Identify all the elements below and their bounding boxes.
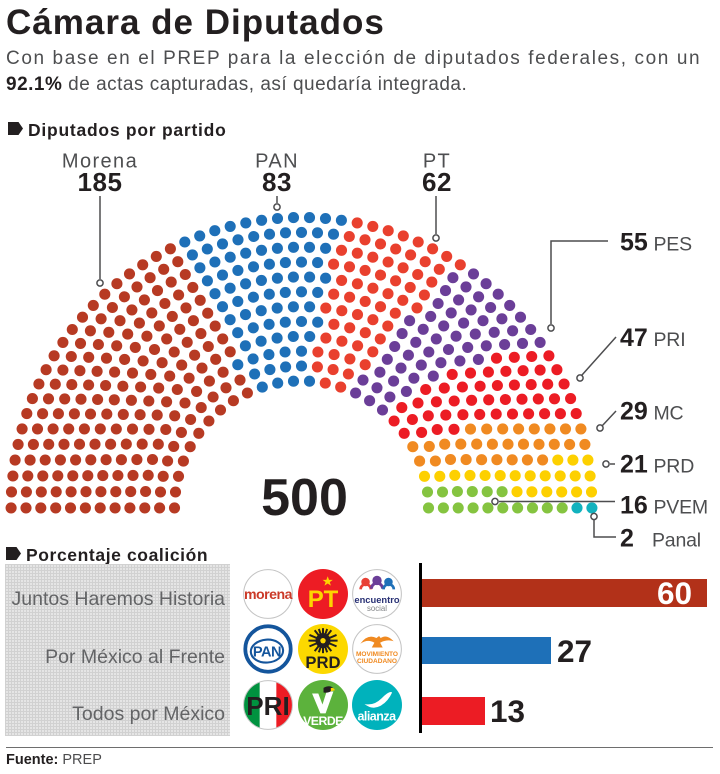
svg-text:VERDE: VERDE xyxy=(303,714,343,728)
svg-text:Morena: Morena xyxy=(62,151,138,173)
svg-text:MOVIMIENTO: MOVIMIENTO xyxy=(356,651,398,658)
svg-text:55: 55 xyxy=(620,229,648,257)
svg-text:alianza: alianza xyxy=(357,710,397,724)
svg-text:47: 47 xyxy=(620,324,648,352)
svg-text:Panal: Panal xyxy=(652,530,701,552)
svg-text:PRI: PRI xyxy=(246,691,289,721)
svg-text:PAN: PAN xyxy=(253,644,281,660)
svg-text:PES: PES xyxy=(654,234,693,256)
svg-text:500: 500 xyxy=(261,469,348,527)
svg-text:PRD: PRD xyxy=(654,456,695,478)
svg-text:PT: PT xyxy=(308,586,339,613)
svg-text:CIUDADANO: CIUDADANO xyxy=(357,658,397,665)
svg-text:83: 83 xyxy=(262,167,292,197)
svg-text:social: social xyxy=(367,604,387,613)
svg-text:PRI: PRI xyxy=(654,329,686,351)
svg-text:16: 16 xyxy=(620,492,648,520)
svg-text:morena: morena xyxy=(244,587,293,603)
svg-text:PRD: PRD xyxy=(305,653,340,672)
svg-text:29: 29 xyxy=(620,398,648,426)
svg-text:PVEM: PVEM xyxy=(654,497,708,519)
svg-text:PT: PT xyxy=(423,151,451,173)
svg-text:21: 21 xyxy=(620,451,648,479)
svg-text:encuentro: encuentro xyxy=(354,595,400,605)
svg-text:2: 2 xyxy=(620,525,634,553)
svg-text:MC: MC xyxy=(654,403,684,425)
svg-text:62: 62 xyxy=(422,167,452,197)
svg-text:185: 185 xyxy=(78,167,123,197)
svg-text:PAN: PAN xyxy=(255,151,299,173)
